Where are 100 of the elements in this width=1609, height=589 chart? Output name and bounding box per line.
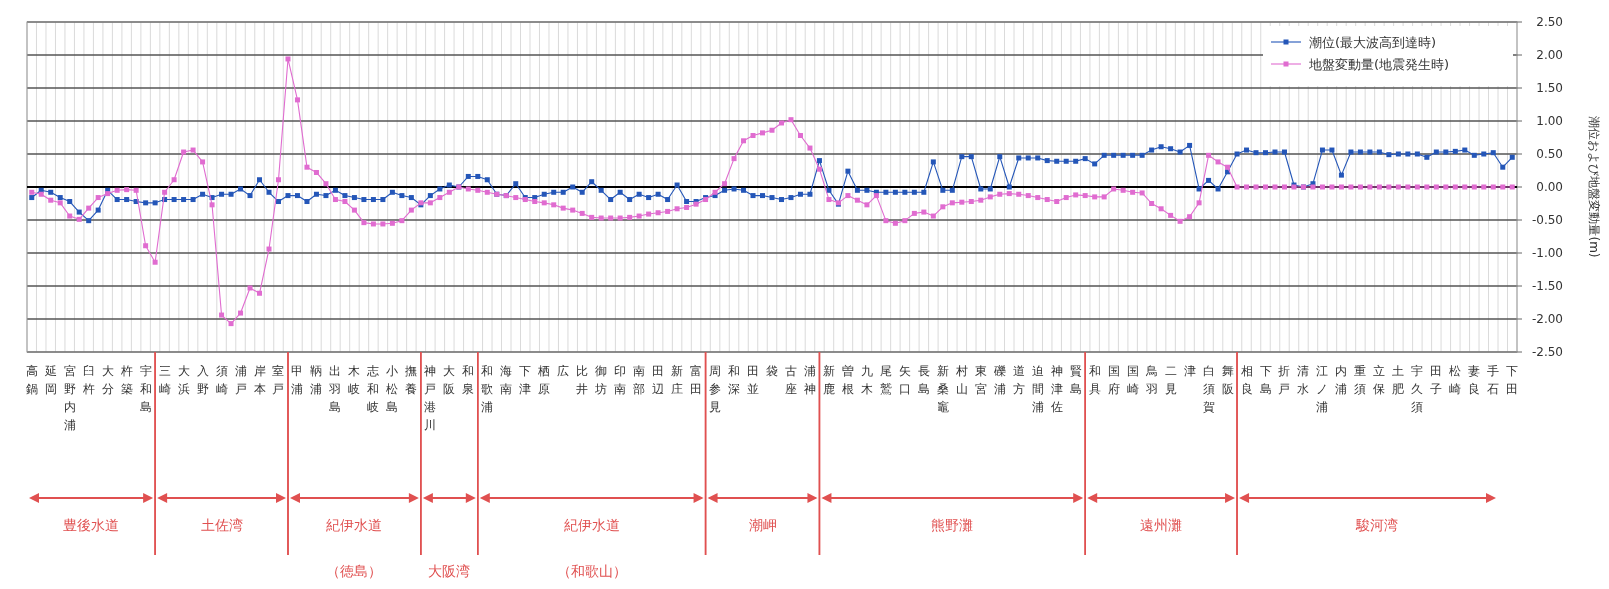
text: 紀伊水道（和歌山） — [556, 517, 627, 579]
x-tick-label: 宇久須 — [1411, 364, 1424, 414]
x-tick-label: 田辺 — [652, 364, 665, 396]
x-tick-label: 木岐 — [348, 364, 361, 396]
x-tick-label: 迫間浦 — [1031, 364, 1044, 414]
text: 遠州灘 — [1140, 517, 1183, 533]
x-tick-label: 周参見 — [709, 364, 722, 414]
x-tick-label: 延岡 — [43, 364, 57, 396]
x-tick-label: 国府 — [1107, 364, 1120, 396]
x-tick-label: 大阪 — [443, 364, 456, 396]
x-tick-label: 九木 — [860, 364, 873, 396]
x-tick-label: 袋 — [766, 364, 778, 378]
x-tick-label: 室戸 — [272, 364, 285, 396]
y-axis-title: 潮位および地盤変動量(m) — [1587, 116, 1601, 258]
y-tick-label: -0.50 — [1531, 213, 1563, 227]
x-tick-label: 相良 — [1240, 364, 1253, 396]
x-tick-label: 国崎 — [1126, 364, 1139, 396]
x-tick-label: 内浦 — [1335, 364, 1348, 396]
x-tick-label: 和泉 — [462, 364, 475, 396]
y-tick-label: 2.50 — [1536, 15, 1563, 29]
x-tick-label: 礫浦 — [992, 364, 1006, 396]
y-tick-label: 1.00 — [1536, 114, 1563, 128]
x-tick-label: 宮野内浦 — [63, 364, 76, 432]
x-tick-label: 大分 — [101, 364, 114, 396]
y-tick-label: 1.50 — [1536, 81, 1563, 95]
x-tick-label: 神戸港川 — [424, 364, 437, 432]
x-tick-label: 尾鷲 — [879, 364, 892, 396]
x-tick-label: 新庄 — [671, 364, 684, 396]
x-tick-label: 富田 — [690, 364, 703, 396]
x-tick-label: 二見 — [1164, 364, 1177, 396]
x-tick-label: 松崎 — [1449, 364, 1462, 396]
text: 潮岬 — [748, 517, 777, 533]
x-tick-label: 古座 — [784, 364, 797, 396]
x-tick-label: 浦神 — [803, 364, 816, 396]
x-tick-label: 田子 — [1430, 364, 1443, 396]
y-tick-label: 0.50 — [1536, 147, 1563, 161]
x-tick-label: 新鹿 — [822, 364, 835, 396]
x-tick-label: 土肥 — [1392, 364, 1405, 396]
x-tick-label: 宇和島 — [139, 364, 152, 414]
text: 大阪湾 — [428, 563, 471, 579]
x-tick-label: 須崎 — [215, 364, 228, 396]
x-tick-label: 出羽島 — [328, 364, 342, 414]
text: 紀伊水道（徳島） — [326, 517, 383, 579]
x-tick-label: 折戸 — [1278, 364, 1291, 396]
x-tick-label: 甲浦 — [291, 364, 304, 396]
x-tick-label: 道方 — [1012, 364, 1025, 396]
x-tick-label: 臼杵 — [81, 364, 95, 396]
legend-label: 地盤変動量(地震発生時) — [1308, 57, 1450, 72]
y-tick-label: -1.50 — [1531, 279, 1563, 293]
x-tick-label: 大浜 — [177, 364, 190, 396]
x-tick-label: 杵築 — [119, 364, 133, 396]
x-tick-label: 浦戸 — [234, 364, 247, 396]
x-tick-label: 白須賀 — [1202, 364, 1215, 414]
x-tick-label: 志和岐 — [367, 364, 380, 414]
x-tick-label: 舞阪 — [1221, 364, 1234, 396]
x-tick-label: 栖原 — [537, 364, 551, 396]
x-tick-label: 賢島 — [1069, 364, 1082, 396]
x-tick-label: 妻良 — [1468, 364, 1481, 396]
x-tick-label: 田並 — [747, 364, 760, 396]
x-tick-label: 和歌浦 — [481, 364, 494, 414]
x-tick-label: 矢口 — [898, 364, 911, 396]
x-tick-label: 新桑竈 — [936, 364, 949, 414]
x-tick-label: 東宮 — [974, 364, 987, 396]
x-tick-label: 三崎 — [158, 364, 171, 396]
x-tick-label: 鞆浦 — [310, 364, 323, 396]
legend-label: 潮位(最大波高到達時) — [1309, 35, 1437, 50]
x-tick-label: 岸本 — [253, 364, 266, 396]
x-tick-label: 和深 — [728, 364, 741, 396]
x-tick-label: 撫養 — [405, 364, 418, 396]
x-tick-label: 長島 — [917, 364, 930, 396]
x-tick-label: 手石 — [1487, 364, 1500, 396]
text: 駿河湾 — [1355, 517, 1399, 533]
x-tick-label: 津 — [1183, 364, 1196, 378]
x-tick-label: 印南 — [614, 364, 627, 396]
x-tick-label: 神津佐 — [1050, 364, 1063, 414]
x-tick-label: 立保 — [1373, 364, 1386, 396]
x-tick-label: 村山 — [954, 364, 968, 396]
x-tick-label: 江ノ浦 — [1316, 364, 1329, 414]
text: 熊野灘 — [931, 517, 974, 533]
y-tick-label: -2.00 — [1531, 312, 1563, 326]
x-tick-label: 高鍋 — [25, 364, 38, 396]
x-tick-label: 入野 — [196, 364, 209, 396]
x-tick-label: 鳥羽 — [1144, 364, 1158, 396]
x-tick-label: 御坊 — [594, 364, 608, 396]
x-tick-label: 下田 — [1506, 364, 1519, 396]
y-tick-label: 2.00 — [1536, 48, 1563, 62]
y-tick-label: -2.50 — [1531, 345, 1563, 359]
y-tick-label: -1.00 — [1531, 246, 1563, 260]
x-tick-label: 海南 — [500, 364, 513, 396]
text: 豊後水道 — [63, 517, 120, 533]
y-tick-label: 0.00 — [1536, 180, 1563, 194]
x-tick-label: 和具 — [1088, 364, 1101, 396]
x-tick-label: 比井 — [576, 364, 589, 396]
x-tick-label: 小松島 — [386, 364, 399, 414]
x-tick-label: 広 — [557, 364, 570, 378]
x-tick-label: 下島 — [1259, 364, 1272, 396]
text: 土佐湾 — [200, 517, 243, 533]
x-tick-label: 曽根 — [841, 364, 854, 396]
x-tick-label: 清水 — [1297, 364, 1310, 396]
x-tick-label: 下津 — [519, 364, 532, 396]
